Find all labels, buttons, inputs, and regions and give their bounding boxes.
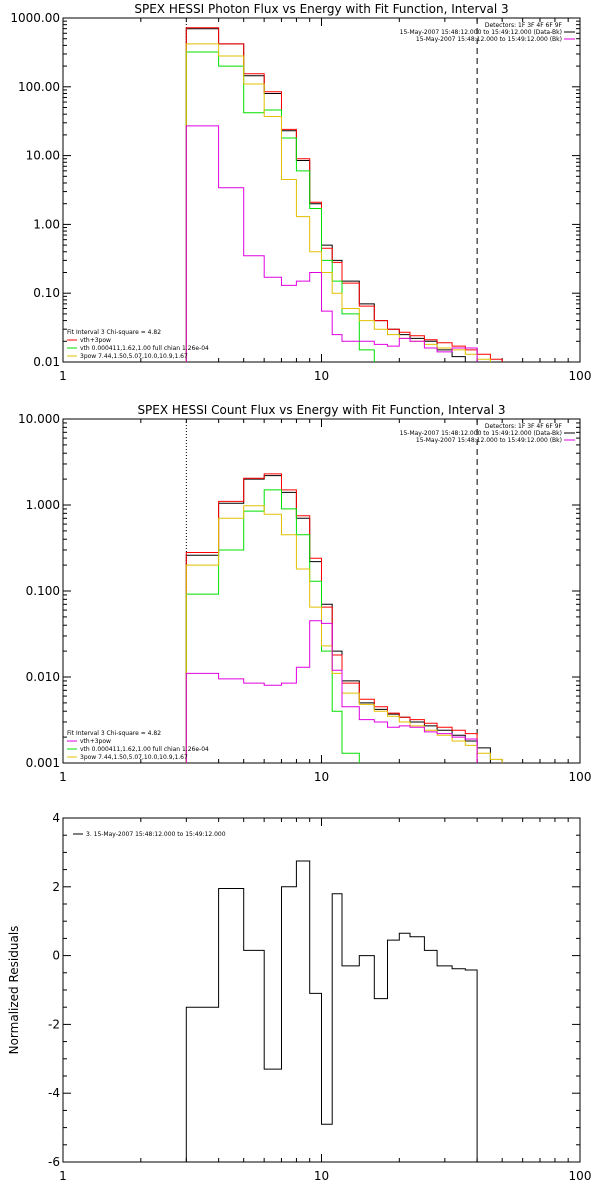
series-line-4 <box>185 505 503 763</box>
series-line-5 <box>185 125 478 362</box>
legend-entry-text: vth 0.000411,1.62,1.00 full chian 1.26e-… <box>80 345 209 352</box>
y-tick-label: 100.00 <box>18 80 60 94</box>
y-tick-label: -6 <box>48 1155 60 1169</box>
y-tick-label: 10.000 <box>18 412 60 426</box>
y-tick-label: 1.000 <box>26 498 60 512</box>
x-tick-label: 100 <box>569 770 592 784</box>
y-tick-label: 0.010 <box>26 670 60 684</box>
x-tick-label: 10 <box>314 369 329 383</box>
y-tick-label: 4 <box>52 811 60 825</box>
y-tick-label: 1.00 <box>33 217 60 231</box>
legend-entry-text: 15-May-2007 15:48:12.000 to 15:49:12.000… <box>416 36 562 43</box>
legend-fit-info: Fit Interval 3 Chi-square = 4.82 <box>67 730 161 737</box>
x-tick-label: 10 <box>314 770 329 784</box>
legend-entry-text: Detectors: 1F 3F 4F 6F 9F <box>485 423 563 430</box>
x-tick-label: 100 <box>569 369 592 383</box>
y-tick-label: 0.10 <box>33 286 60 300</box>
y-tick-label: -2 <box>48 1017 60 1031</box>
chart-title: SPEX HESSI Count Flux vs Energy with Fit… <box>137 403 505 417</box>
series-line-5 <box>185 620 478 763</box>
x-tick-label: 10 <box>314 1169 329 1183</box>
x-tick-label: 1 <box>59 369 67 383</box>
y-tick-label: 10.00 <box>26 149 60 163</box>
y-tick-label: 0 <box>52 949 60 963</box>
legend-entry-text: Detectors: 1F 3F 4F 6F 9F <box>485 22 563 29</box>
y-tick-label: -4 <box>48 1086 60 1100</box>
legend-entry-text: vth+3pow <box>80 738 111 745</box>
legend-entry-text: 15-May-2007 15:48:12.000 to 15:49:12.000… <box>400 29 562 36</box>
series-line-3 <box>185 489 360 763</box>
legend-entry-text: 3. 15-May-2007 15:48:12.000 to 15:49:12.… <box>86 831 226 838</box>
y-tick-label: 0.01 <box>33 355 60 369</box>
series-line-2 <box>185 27 503 362</box>
y-tick-label: 0.001 <box>26 756 60 770</box>
series-group <box>185 27 503 362</box>
series-group <box>185 860 478 1162</box>
y-tick-label: 2 <box>52 880 60 894</box>
chart-title: SPEX HESSI Photon Flux vs Energy with Fi… <box>134 2 508 16</box>
chart-panel-3: 1 10 100 -6 -4 -2 0 2 4 Normalized Residuals 3. 15… <box>7 811 591 1183</box>
legend-entry-text: 3pow 7.44,1.50,5.07,10.0,10.9,1.67 <box>80 754 188 761</box>
series-line-1 <box>185 860 478 1162</box>
series-line-3 <box>185 51 375 362</box>
x-tick-label: 1 <box>59 1169 67 1183</box>
legend-entry-text: 3pow 7.44,1.50,5.07,10.0,10.9,1.67 <box>80 353 188 360</box>
y-axis-label: Normalized Residuals <box>7 926 21 1055</box>
legend-entry-text: 15-May-2007 15:48:12.000 to 15:49:12.000… <box>400 430 562 437</box>
legend-entry-text: 15-May-2007 15:48:12.000 to 15:49:12.000… <box>416 437 562 444</box>
legend-entry-text: vth 0.000411,1.62,1.00 full chian 1.26e-… <box>80 746 209 753</box>
series-line-1 <box>185 28 491 362</box>
chart-panel-1: SPEX HESSI Photon Flux vs Energy with Fi… <box>10 2 591 383</box>
legend-fit-info: Fit Interval 3 Chi-square = 4.82 <box>67 329 161 336</box>
chart-panel-2: SPEX HESSI Count Flux vs Energy with Fit… <box>18 403 591 784</box>
x-tick-label: 100 <box>569 1169 592 1183</box>
series-line-2 <box>185 473 478 763</box>
y-tick-label: 1000.00 <box>10 11 60 25</box>
series-line-4 <box>185 43 491 362</box>
y-tick-label: 0.100 <box>26 584 60 598</box>
series-group <box>185 473 503 763</box>
x-tick-label: 1 <box>59 770 67 784</box>
series-line-1 <box>185 475 491 763</box>
legend-entry-text: vth+3pow <box>80 337 111 344</box>
